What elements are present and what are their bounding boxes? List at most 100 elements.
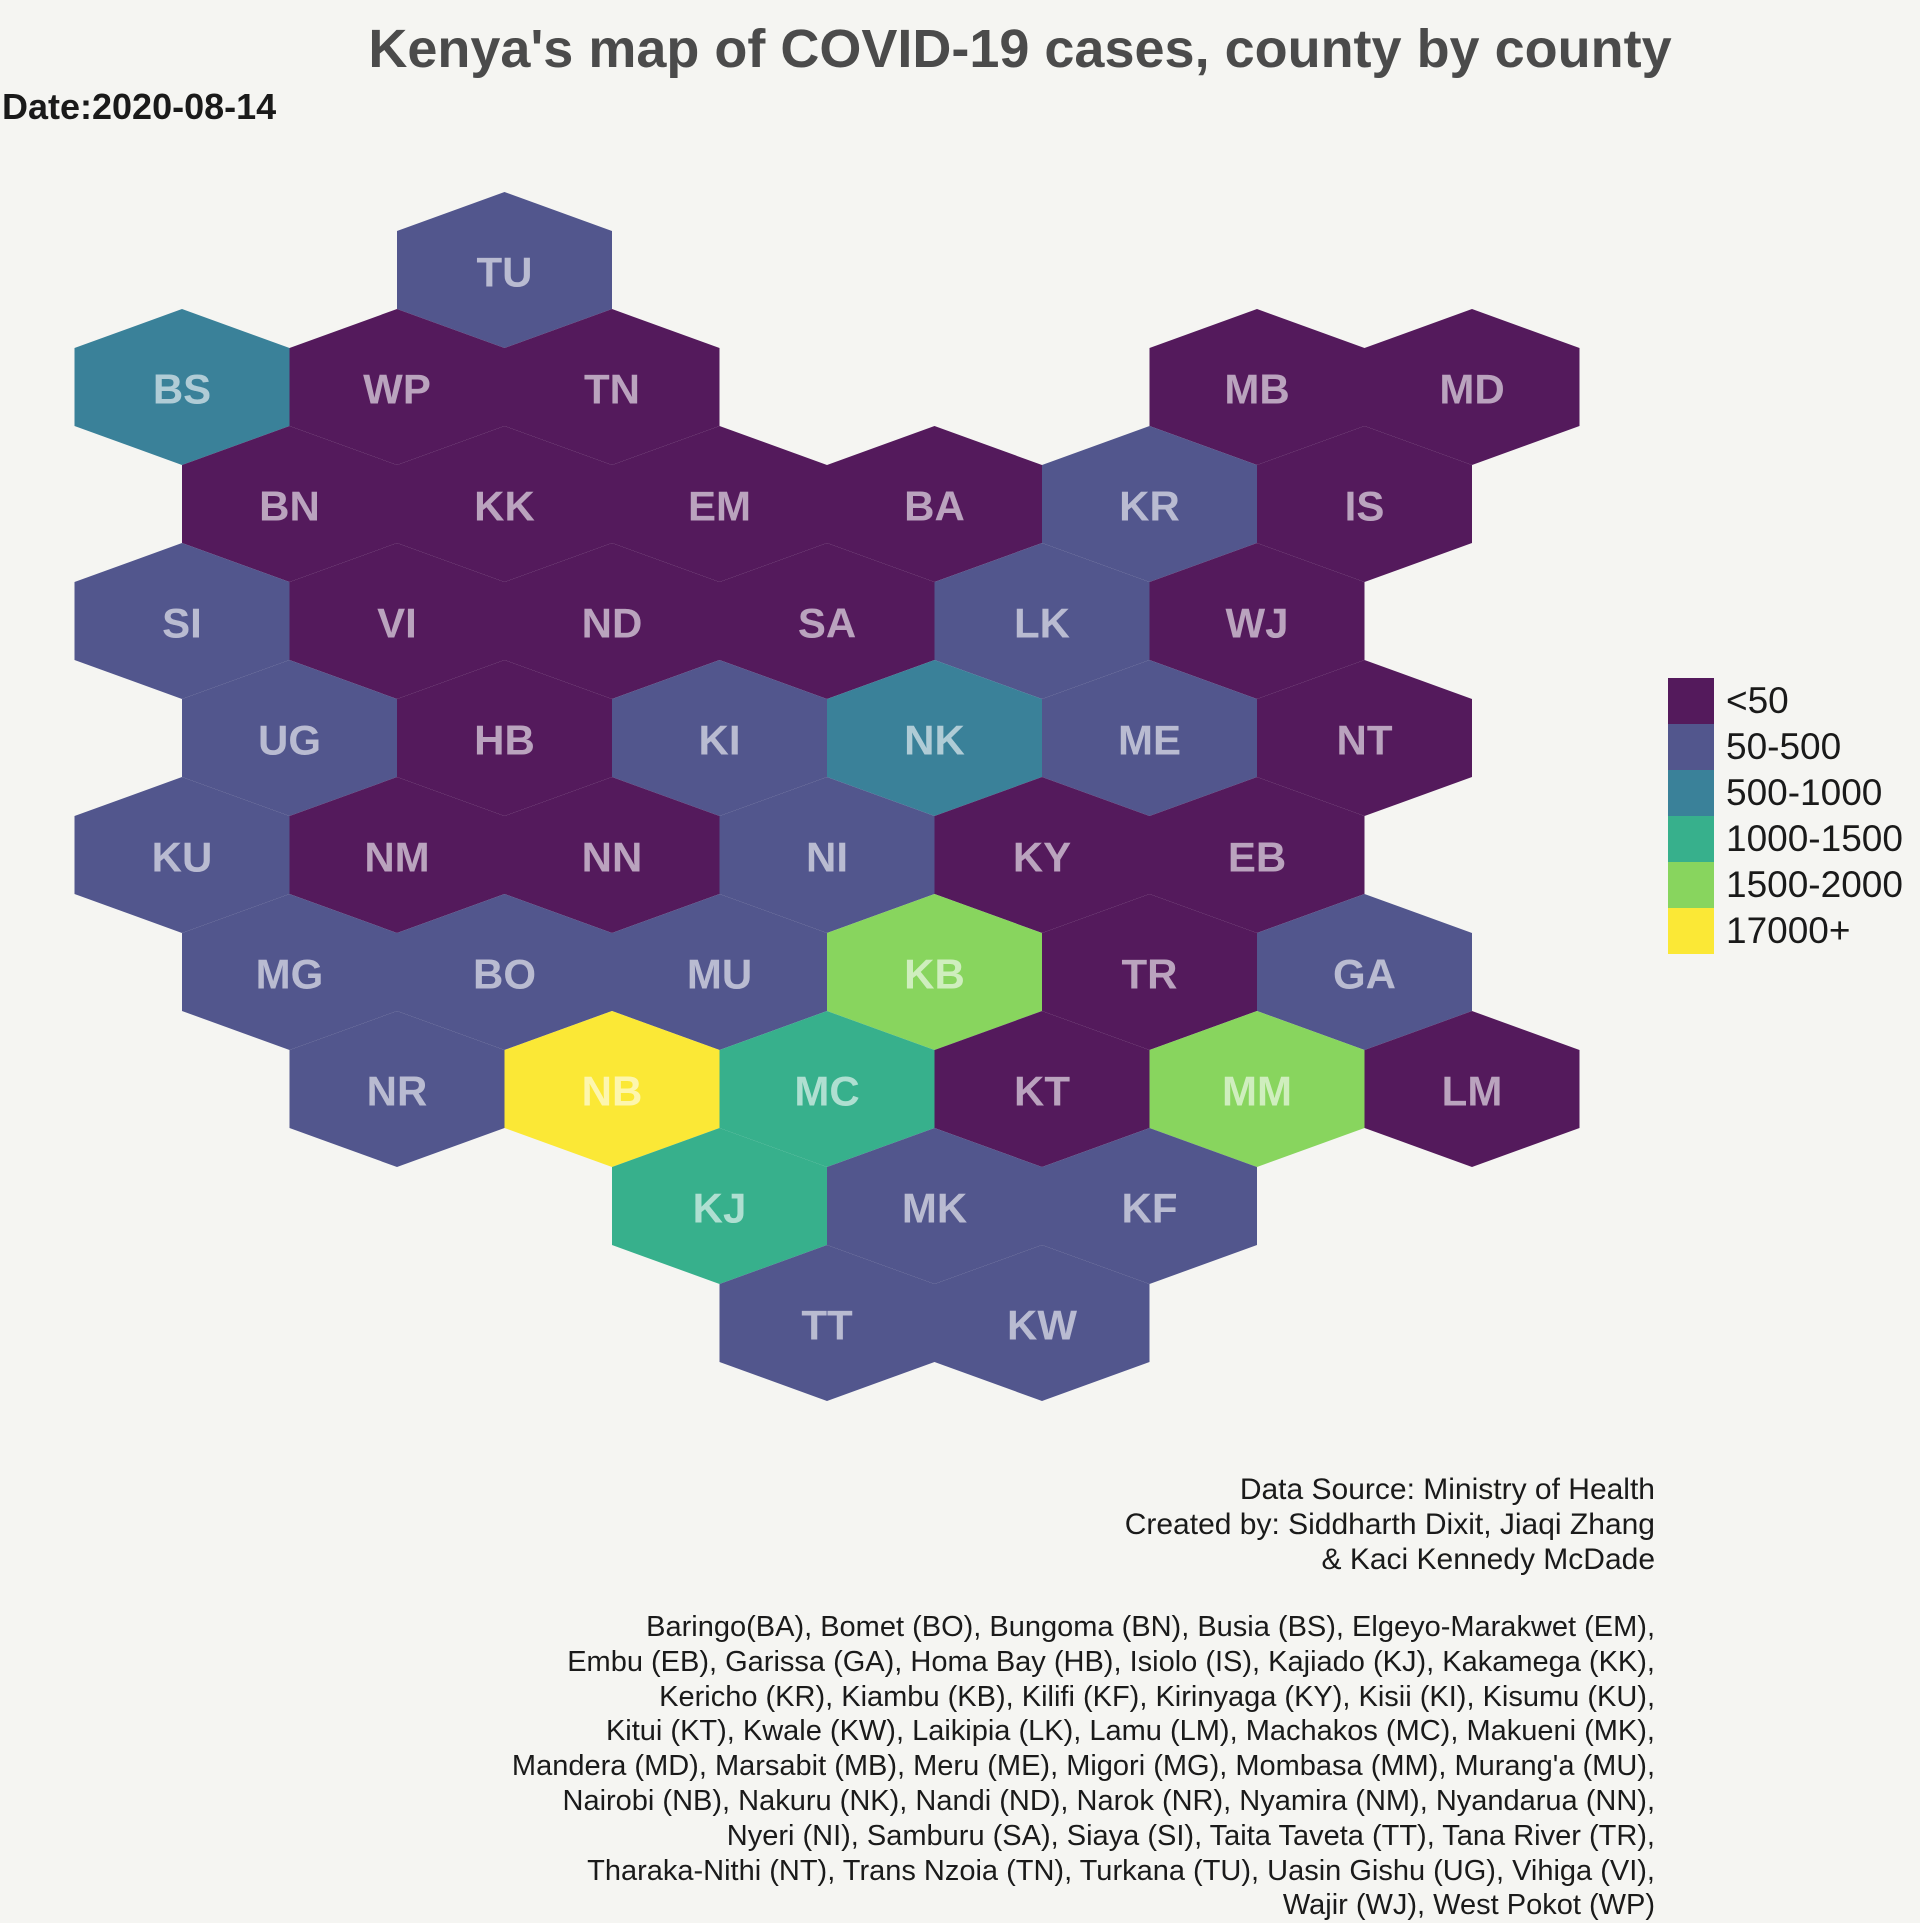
legend-label: 1000-1500	[1726, 818, 1903, 859]
county-label-bn: BN	[259, 483, 320, 530]
county-label-em: EM	[688, 483, 751, 530]
county-hex-nr	[289, 1011, 505, 1167]
county-label-kb: KB	[904, 951, 965, 998]
county-hex-lm	[1364, 1011, 1580, 1167]
county-label-kr: KR	[1119, 483, 1180, 530]
legend-item: <50	[1668, 678, 1903, 724]
county-hex-nn	[504, 777, 720, 933]
legend-item: 1500-2000	[1668, 862, 1903, 908]
county-hex-mg	[182, 894, 397, 1050]
county-hex-ku	[74, 777, 290, 933]
county-label-lk: LK	[1014, 600, 1070, 647]
legend-label: 17000+	[1726, 910, 1851, 951]
date-subtitle: Date:2020-08-14	[2, 86, 277, 127]
county-label-wj: WJ	[1226, 600, 1289, 647]
county-hex-nm	[289, 777, 505, 933]
county-label-ki: KI	[699, 717, 741, 764]
county-label-wp: WP	[363, 366, 431, 413]
county-label-me: ME	[1118, 717, 1181, 764]
county-hex-si	[74, 543, 290, 699]
county-label-lm: LM	[1442, 1068, 1503, 1115]
county-label-nn: NN	[582, 834, 643, 881]
county-label-sa: SA	[798, 600, 856, 647]
county-label-kf: KF	[1122, 1185, 1178, 1232]
county-label-mg: MG	[256, 951, 324, 998]
county-label-mm: MM	[1222, 1068, 1292, 1115]
county-hex-mu	[612, 894, 827, 1050]
county-label-ug: UG	[258, 717, 321, 764]
county-hex-sa	[719, 543, 935, 699]
county-hex-bs	[74, 309, 290, 465]
county-label-nb: NB	[582, 1068, 643, 1115]
county-hex-ba	[827, 426, 1042, 582]
county-hex-vi	[289, 543, 505, 699]
county-label-kk: KK	[474, 483, 535, 530]
note-line: Baringo(BA), Bomet (BO), Bungoma (BN), B…	[646, 1611, 1655, 1643]
county-label-md: MD	[1439, 366, 1504, 413]
legend-swatch	[1668, 816, 1714, 862]
county-label-tr: TR	[1122, 951, 1178, 998]
county-hex-mk	[827, 1128, 1042, 1284]
note-line: Wajir (WJ), West Pokot (WP)	[1282, 1889, 1655, 1922]
county-hex-tn	[504, 309, 720, 465]
county-hex-bn	[182, 426, 397, 582]
caption-line: & Kaci Kennedy McDade	[1321, 1543, 1655, 1576]
map-title: Kenya's map of COVID-19 cases, county by…	[368, 19, 1672, 79]
county-label-bo: BO	[473, 951, 536, 998]
legend-label: 500-1000	[1726, 772, 1883, 813]
note-line: Kericho (KR), Kiambu (KB), Kilifi (KF), …	[659, 1680, 1655, 1713]
county-hex-mm	[1149, 1011, 1365, 1167]
county-hex-ug	[182, 660, 397, 816]
county-label-nt: NT	[1337, 717, 1393, 764]
legend-swatch	[1668, 862, 1714, 908]
county-hex-ga	[1257, 894, 1472, 1050]
county-label-tt: TT	[801, 1302, 853, 1349]
county-hex-kf	[1042, 1128, 1257, 1284]
county-label-kt: KT	[1014, 1068, 1070, 1115]
note-line: Embu (EB), Garissa (GA), Homa Bay (HB), …	[567, 1645, 1655, 1678]
county-hex-bo	[397, 894, 612, 1050]
county-abbreviation-note: Baringo(BA), Bomet (BO), Bungoma (BN), B…	[512, 1610, 1655, 1923]
legend-item: 500-1000	[1668, 770, 1903, 816]
county-label-bs: BS	[153, 366, 211, 413]
county-hex-nt	[1257, 660, 1472, 816]
county-label-kw: KW	[1007, 1302, 1077, 1349]
county-label-ky: KY	[1013, 834, 1071, 881]
county-label-nd: ND	[582, 600, 643, 647]
county-hex-kj	[612, 1128, 827, 1284]
legend-label: 50-500	[1726, 726, 1842, 767]
county-hex-me	[1042, 660, 1257, 816]
county-label-ba: BA	[904, 483, 965, 530]
county-hex-nk	[827, 660, 1042, 816]
note-line: Nairobi (NB), Nakuru (NK), Nandi (ND), N…	[562, 1784, 1656, 1817]
county-hex-tr	[1042, 894, 1257, 1050]
county-hex-kw	[934, 1245, 1150, 1401]
county-hex-ni	[719, 777, 935, 933]
county-label-eb: EB	[1228, 834, 1286, 881]
county-label-tu: TU	[477, 249, 533, 296]
legend-swatch	[1668, 678, 1714, 724]
county-label-vi: VI	[377, 600, 417, 647]
county-hex-wj	[1149, 543, 1365, 699]
county-hex-nb	[504, 1011, 720, 1167]
county-hex-mb	[1149, 309, 1365, 465]
county-label-mb: MB	[1224, 366, 1289, 413]
caption: Data Source: Ministry of Health Created b…	[1125, 1472, 1655, 1577]
legend-swatch	[1668, 724, 1714, 770]
county-label-si: SI	[162, 600, 202, 647]
county-label-is: IS	[1345, 483, 1385, 530]
county-hex-kr	[1042, 426, 1257, 582]
note-line: Mandera (MD), Marsabit (MB), Meru (ME), …	[511, 1750, 1655, 1783]
legend-label: <50	[1726, 680, 1789, 721]
county-hex-ki	[612, 660, 827, 816]
county-hex-tt	[719, 1245, 935, 1401]
note-line: Nyeri (NI), Samburu (SA), Siaya (SI), Ta…	[726, 1819, 1655, 1852]
legend-item: 50-500	[1668, 724, 1903, 770]
legend-item: 1000-1500	[1668, 816, 1903, 862]
caption-line: Data Source: Ministry of Health	[1239, 1473, 1655, 1506]
county-hex-lk	[934, 543, 1150, 699]
note-line: Tharaka-Nithi (NT), Trans Nzoia (TN), Tu…	[587, 1854, 1655, 1887]
legend-item: 17000+	[1668, 908, 1903, 954]
county-hex-ky	[934, 777, 1150, 933]
county-label-ni: NI	[806, 834, 848, 881]
